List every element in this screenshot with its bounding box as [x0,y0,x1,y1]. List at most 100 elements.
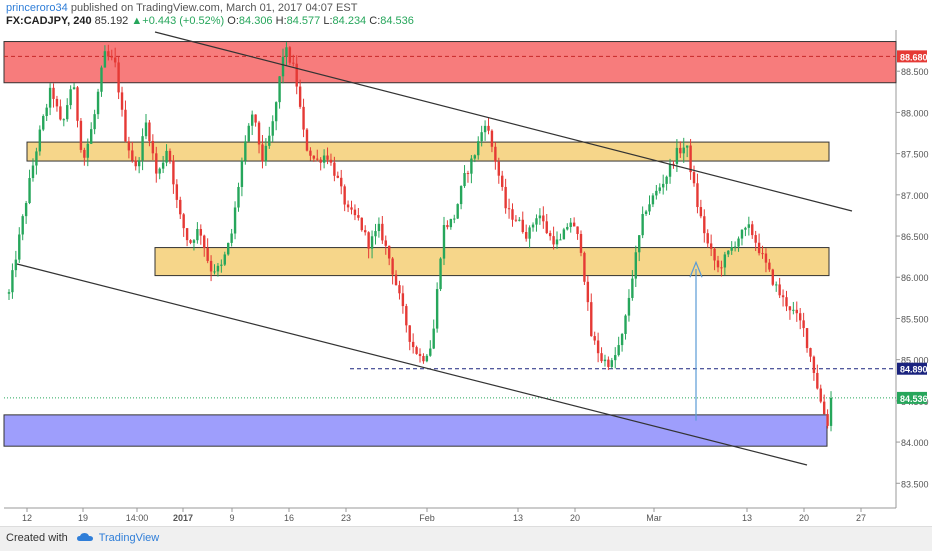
candle-body [665,176,668,184]
candle-body [761,253,764,255]
candle-body [470,158,473,174]
candle-body [535,218,538,225]
close-value: 84.536 [380,15,414,27]
candle-body [819,388,822,402]
candle-body [507,208,511,210]
candle-body [42,116,45,130]
candle-body [189,240,192,243]
candle-body [449,218,453,228]
resistance-price-label-bg [897,50,927,63]
candle-body [576,226,579,234]
x-tick-label: 19 [78,513,88,523]
candle-body [124,109,127,142]
candle-body [329,159,333,163]
candle-body [292,62,295,64]
candle-body [151,141,155,154]
candle-body [566,226,569,230]
candle-body [302,106,305,130]
target-arrow-head [689,260,703,278]
open-label: O: [227,15,239,27]
lower-sr-zone [154,247,830,277]
tradingview-brand-link[interactable]: TradingView [98,532,160,544]
candle-body [257,122,261,145]
resistance-zone [3,41,897,84]
candle-body [346,204,350,208]
candle-body [309,150,312,156]
candle-body [477,141,480,156]
candle-body [651,195,655,205]
candle-body [788,306,792,311]
candle-body [740,229,744,239]
candle-body [254,114,257,123]
candle-body [137,160,141,167]
candle-body [733,246,737,248]
candle-body [185,228,189,241]
candle-body [706,233,709,244]
candle-body [562,229,566,240]
candle-body [384,240,387,246]
low-label: L: [323,15,333,27]
candle-body [785,297,788,307]
candle-body [620,333,624,346]
candle-body [220,264,223,266]
candle-body [316,158,319,160]
candle-body [168,150,172,161]
candle-body [685,145,689,148]
candle-body [569,222,572,227]
candle-body [274,102,278,122]
candle-body [751,224,754,236]
candle-body [271,121,274,136]
candle-body [655,190,658,196]
candle-body [72,87,76,90]
candle-body [11,270,14,293]
candle-body [237,186,240,208]
candle-body [757,242,761,254]
candle-body [483,125,487,133]
y-tick-label: 86.500 [901,232,929,242]
candle-body [305,129,309,151]
candle-body [429,348,432,356]
upper-trendline [154,31,853,212]
candle-body [196,229,199,241]
resistance-price-label: 88.680 [900,52,928,62]
candle-body [113,57,117,63]
candle-body [463,173,466,187]
candle-body [110,56,113,58]
candle-body [579,233,583,253]
candle-body [668,163,672,177]
candle-body [600,353,603,362]
candle-body [699,207,703,217]
candle-body [716,260,720,268]
candle-body [398,285,401,294]
candle-body [538,215,542,219]
candle-body [661,183,665,188]
candle-body [261,144,264,162]
candle-body [69,89,72,106]
author-link[interactable]: princeroro34 [6,2,68,14]
candle-body [326,155,329,160]
candle-body [381,223,384,241]
candle-body [768,262,771,270]
x-tick-label: 27 [856,513,866,523]
candle-body [148,122,151,142]
candle-body [172,160,175,185]
candle-body [497,161,500,176]
candle-body [720,267,723,269]
candle-body [233,207,237,234]
candle-body [134,160,137,167]
candle-body [192,240,196,243]
candle-body [120,92,124,110]
candle-body [692,172,696,184]
x-tick-label: Mar [646,513,662,523]
ohlc-line: FX:CADJPY, 240 85.192 ▲+0.443 (+0.52%) O… [6,15,414,27]
lower-trendline [16,263,808,466]
candle-body [672,163,675,165]
candle-body [466,173,470,175]
x-tick-label: 16 [284,513,294,523]
candle-body [792,309,795,311]
price-chart[interactable]: 83.50084.00084.50085.00085.50086.00086.5… [0,0,932,526]
price-change: +0.443 (+0.52%) [142,15,225,27]
y-tick-label: 84.000 [901,438,929,448]
candle-body [614,355,617,361]
candle-body [456,204,459,219]
